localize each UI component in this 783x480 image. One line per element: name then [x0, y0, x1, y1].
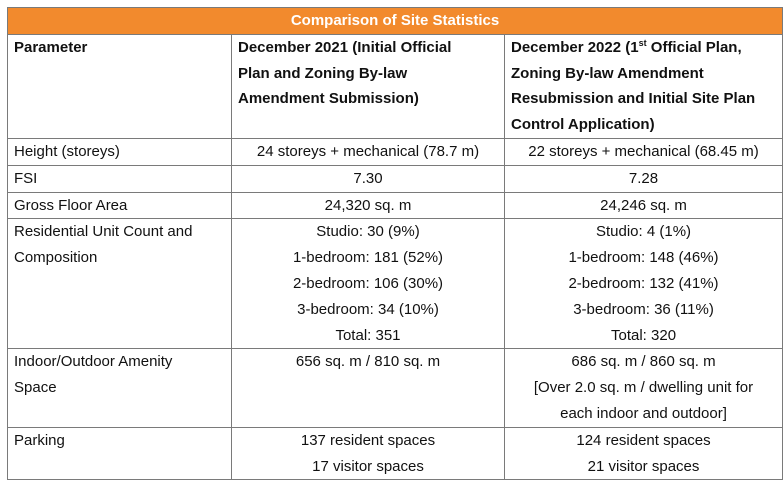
header-text: Official Plan,: [646, 38, 742, 56]
value-line: Total: 351: [335, 326, 401, 344]
table-row: Height (storeys) 24 storeys + mechanical…: [7, 137, 783, 166]
header-line: Zoning By-law Amendment: [511, 64, 704, 82]
value-line: 137 resident spaces: [300, 431, 436, 449]
value-amenity-2022: 686 sq. m / 860 sq. m [Over 2.0 sq. m / …: [503, 348, 783, 428]
value-line: 686 sq. m / 860 sq. m: [571, 353, 716, 371]
param-line: Indoor/Outdoor Amenity: [14, 353, 173, 371]
param-gfa: Gross Floor Area: [7, 191, 232, 220]
value-parking-2022: 124 resident spaces 21 visitor spaces: [503, 426, 783, 480]
value-line: 3-bedroom: 36 (11%): [573, 300, 714, 318]
value-line: 1-bedroom: 181 (52%): [292, 249, 444, 267]
value-parking-2021: 137 resident spaces 17 visitor spaces: [231, 426, 505, 480]
header-line: December 2022 (1st Official Plan,: [511, 35, 776, 61]
param-line: Composition: [14, 249, 98, 267]
value-units-2022: Studio: 4 (1%) 1-bedroom: 148 (46%) 2-be…: [503, 218, 783, 350]
param-height: Height (storeys): [7, 137, 232, 166]
value-fsi-2022: 7.28: [503, 164, 783, 193]
value-line: 2-bedroom: 132 (41%): [568, 274, 719, 292]
param-parking: Parking: [7, 426, 232, 480]
value-line: Studio: 30 (9%): [316, 223, 420, 241]
param-units: Residential Unit Count and Composition: [7, 218, 232, 350]
value-line: 124 resident spaces: [576, 431, 711, 449]
value-gfa-2022: 24,246 sq. m: [503, 191, 783, 220]
table-row: FSI 7.30 7.28: [7, 164, 783, 193]
header-december-2021: December 2021 (Initial Official Plan and…: [231, 33, 505, 139]
value-line: each indoor and outdoor]: [560, 404, 727, 422]
header-line: Plan and Zoning By-law: [238, 64, 408, 82]
table-row: Residential Unit Count and Composition S…: [7, 218, 783, 350]
header-text: December 2022 (1: [511, 38, 639, 56]
param-line: Space: [14, 379, 57, 397]
value-height-2021: 24 storeys + mechanical (78.7 m): [231, 137, 505, 166]
value-gfa-2021: 24,320 sq. m: [231, 191, 505, 220]
table-row: Gross Floor Area 24,320 sq. m 24,246 sq.…: [7, 191, 783, 220]
table-row: Indoor/Outdoor Amenity Space 656 sq. m /…: [7, 348, 783, 428]
header-line: Amendment Submission): [238, 90, 419, 108]
header-line: December 2021 (Initial Official: [238, 38, 452, 56]
param-fsi: FSI: [7, 164, 232, 193]
value-line: 3-bedroom: 34 (10%): [297, 300, 439, 318]
header-december-2022: December 2022 (1st Official Plan, Zoning…: [503, 33, 783, 139]
value-line: 1-bedroom: 148 (46%): [568, 249, 719, 267]
table-row: Parking 137 resident spaces 17 visitor s…: [7, 426, 783, 480]
value-line: 21 visitor spaces: [587, 457, 700, 475]
param-line: Residential Unit Count and: [14, 223, 193, 241]
value-fsi-2021: 7.30: [231, 164, 505, 193]
value-line: Total: 320: [610, 326, 677, 344]
table-title-row: Comparison of Site Statistics: [6, 7, 783, 35]
site-statistics-table: Comparison of Site Statistics Parameter …: [6, 7, 783, 480]
ordinal-suffix: st: [638, 37, 647, 48]
value-units-2021: Studio: 30 (9%) 1-bedroom: 181 (52%) 2-b…: [231, 218, 505, 350]
value-line: 2-bedroom: 106 (30%): [292, 274, 444, 292]
header-line: Resubmission and Initial Site Plan: [511, 90, 756, 108]
value-line: 17 visitor spaces: [312, 457, 424, 475]
header-line: Control Application): [511, 116, 655, 134]
table-title: Comparison of Site Statistics: [6, 7, 783, 35]
value-line: Studio: 4 (1%): [595, 223, 692, 241]
header-parameter: Parameter: [7, 33, 232, 139]
value-amenity-2021: 656 sq. m / 810 sq. m: [231, 348, 505, 428]
param-amenity: Indoor/Outdoor Amenity Space: [7, 348, 232, 428]
value-line: [Over 2.0 sq. m / dwelling unit for: [533, 379, 754, 397]
value-height-2022: 22 storeys + mechanical (68.45 m): [503, 137, 783, 166]
table-header-row: Parameter December 2021 (Initial Officia…: [7, 33, 783, 139]
